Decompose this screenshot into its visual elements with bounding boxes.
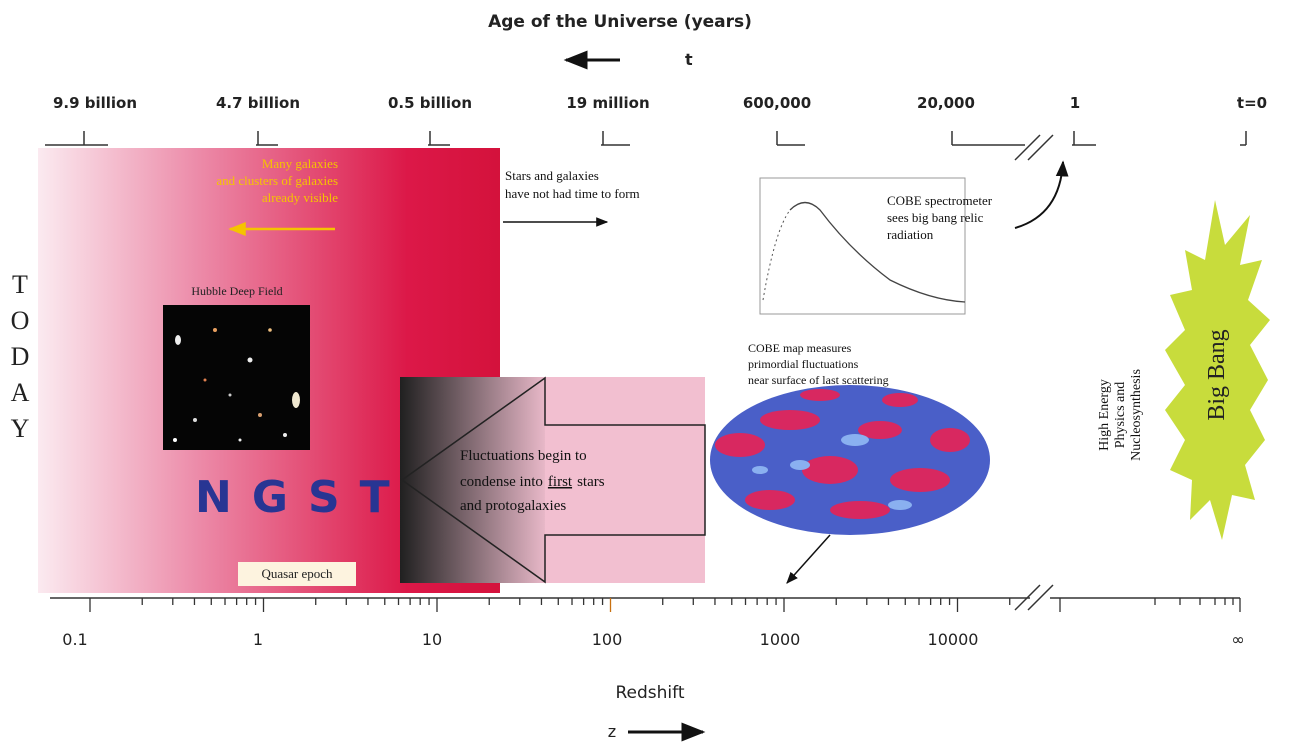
underlined-word: first <box>548 474 573 490</box>
map-arrow <box>787 535 830 583</box>
age-label: 600,000 <box>743 94 811 112</box>
today-letter: T <box>12 270 28 299</box>
curved-arrow <box>1015 162 1063 228</box>
redshift-label: 0.1 <box>62 630 87 649</box>
fluctuations-line: Fluctuations begin to <box>460 448 587 464</box>
today-letter: A <box>11 378 30 407</box>
today-letter: D <box>11 342 30 371</box>
hubble-image <box>163 305 310 450</box>
many-galaxies-line: already visible <box>262 190 338 205</box>
not-formed-text: Stars and galaxies have not had time to f… <box>505 168 640 201</box>
today-letter: O <box>11 306 30 335</box>
diagram: Age of the Universe (years) t 9.9 billio… <box>0 0 1292 746</box>
time-arrow-label: t <box>685 50 693 69</box>
hubble-label: Hubble Deep Field <box>191 284 282 298</box>
not-formed-line: have not had time to form <box>505 186 640 201</box>
fluctuations-line: and protogalaxies <box>460 498 566 514</box>
many-galaxies-line: Many galaxies <box>262 156 338 171</box>
redshift-labels: 0.1 1 10 100 1000 10000 ∞ <box>62 630 1244 649</box>
page: {"header": {"title": "Age of the Univers… <box>0 0 1292 746</box>
cobe-map-line: COBE map measures <box>748 341 852 355</box>
text-part: condense into <box>460 474 543 490</box>
cobe-map-line: near surface of last scattering <box>748 373 889 387</box>
axis-arrow-label: z <box>608 722 616 741</box>
text-part: stars <box>577 474 605 490</box>
age-label: 0.5 billion <box>388 94 472 112</box>
cobe-spectrometer-line: sees big bang relic <box>887 210 984 225</box>
age-label: t=0 <box>1237 94 1267 112</box>
cobe-spectrometer-line: radiation <box>887 227 934 242</box>
many-galaxies-line: and clusters of galaxies <box>216 173 338 188</box>
redshift-label: 10000 <box>928 630 979 649</box>
high-energy-line: Physics and <box>1113 382 1128 449</box>
cobe-spectrometer-line: COBE spectrometer <box>887 193 993 208</box>
cobe-map-line: primordial fluctuations <box>748 357 859 371</box>
age-label: 4.7 billion <box>216 94 300 112</box>
axis-title: Redshift <box>615 683 684 703</box>
redshift-label: 1000 <box>760 630 801 649</box>
big-bang-label: Big Bang <box>1204 329 1230 420</box>
redshift-label: 100 <box>592 630 623 649</box>
ngst-label: NGST <box>195 472 410 523</box>
quasar-label: Quasar epoch <box>261 566 333 581</box>
cobe-map <box>700 380 1000 540</box>
redshift-label: 10 <box>422 630 442 649</box>
redshift-label: ∞ <box>1231 630 1244 649</box>
not-formed-line: Stars and galaxies <box>505 168 599 183</box>
age-label: 1 <box>1070 94 1080 112</box>
age-labels: 9.9 billion 4.7 billion 0.5 billion 19 mill… <box>53 94 1267 112</box>
age-label: 19 million <box>566 94 649 112</box>
age-label: 9.9 billion <box>53 94 137 112</box>
today-letter: Y <box>11 414 30 443</box>
header-title: Age of the Universe (years) <box>488 12 752 32</box>
age-label: 20,000 <box>917 94 975 112</box>
high-energy-line: High Energy <box>1097 379 1112 451</box>
redshift-label: 1 <box>253 630 263 649</box>
cobe-map-text: COBE map measures primordial fluctuations… <box>748 341 889 387</box>
high-energy-line: Nucleosynthesis <box>1129 369 1144 461</box>
